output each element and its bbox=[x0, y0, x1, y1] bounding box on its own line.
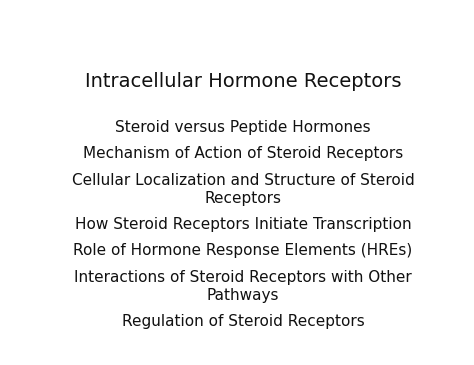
Text: Role of Hormone Response Elements (HREs): Role of Hormone Response Elements (HREs) bbox=[73, 243, 412, 258]
Text: Mechanism of Action of Steroid Receptors: Mechanism of Action of Steroid Receptors bbox=[83, 146, 403, 161]
Text: Interactions of Steroid Receptors with Other
Pathways: Interactions of Steroid Receptors with O… bbox=[74, 270, 412, 303]
Text: Intracellular Hormone Receptors: Intracellular Hormone Receptors bbox=[85, 72, 401, 91]
Text: Regulation of Steroid Receptors: Regulation of Steroid Receptors bbox=[121, 314, 365, 328]
Text: How Steroid Receptors Initiate Transcription: How Steroid Receptors Initiate Transcrip… bbox=[74, 217, 411, 232]
Text: Cellular Localization and Structure of Steroid
Receptors: Cellular Localization and Structure of S… bbox=[72, 173, 414, 206]
Text: Steroid versus Peptide Hormones: Steroid versus Peptide Hormones bbox=[115, 120, 371, 135]
